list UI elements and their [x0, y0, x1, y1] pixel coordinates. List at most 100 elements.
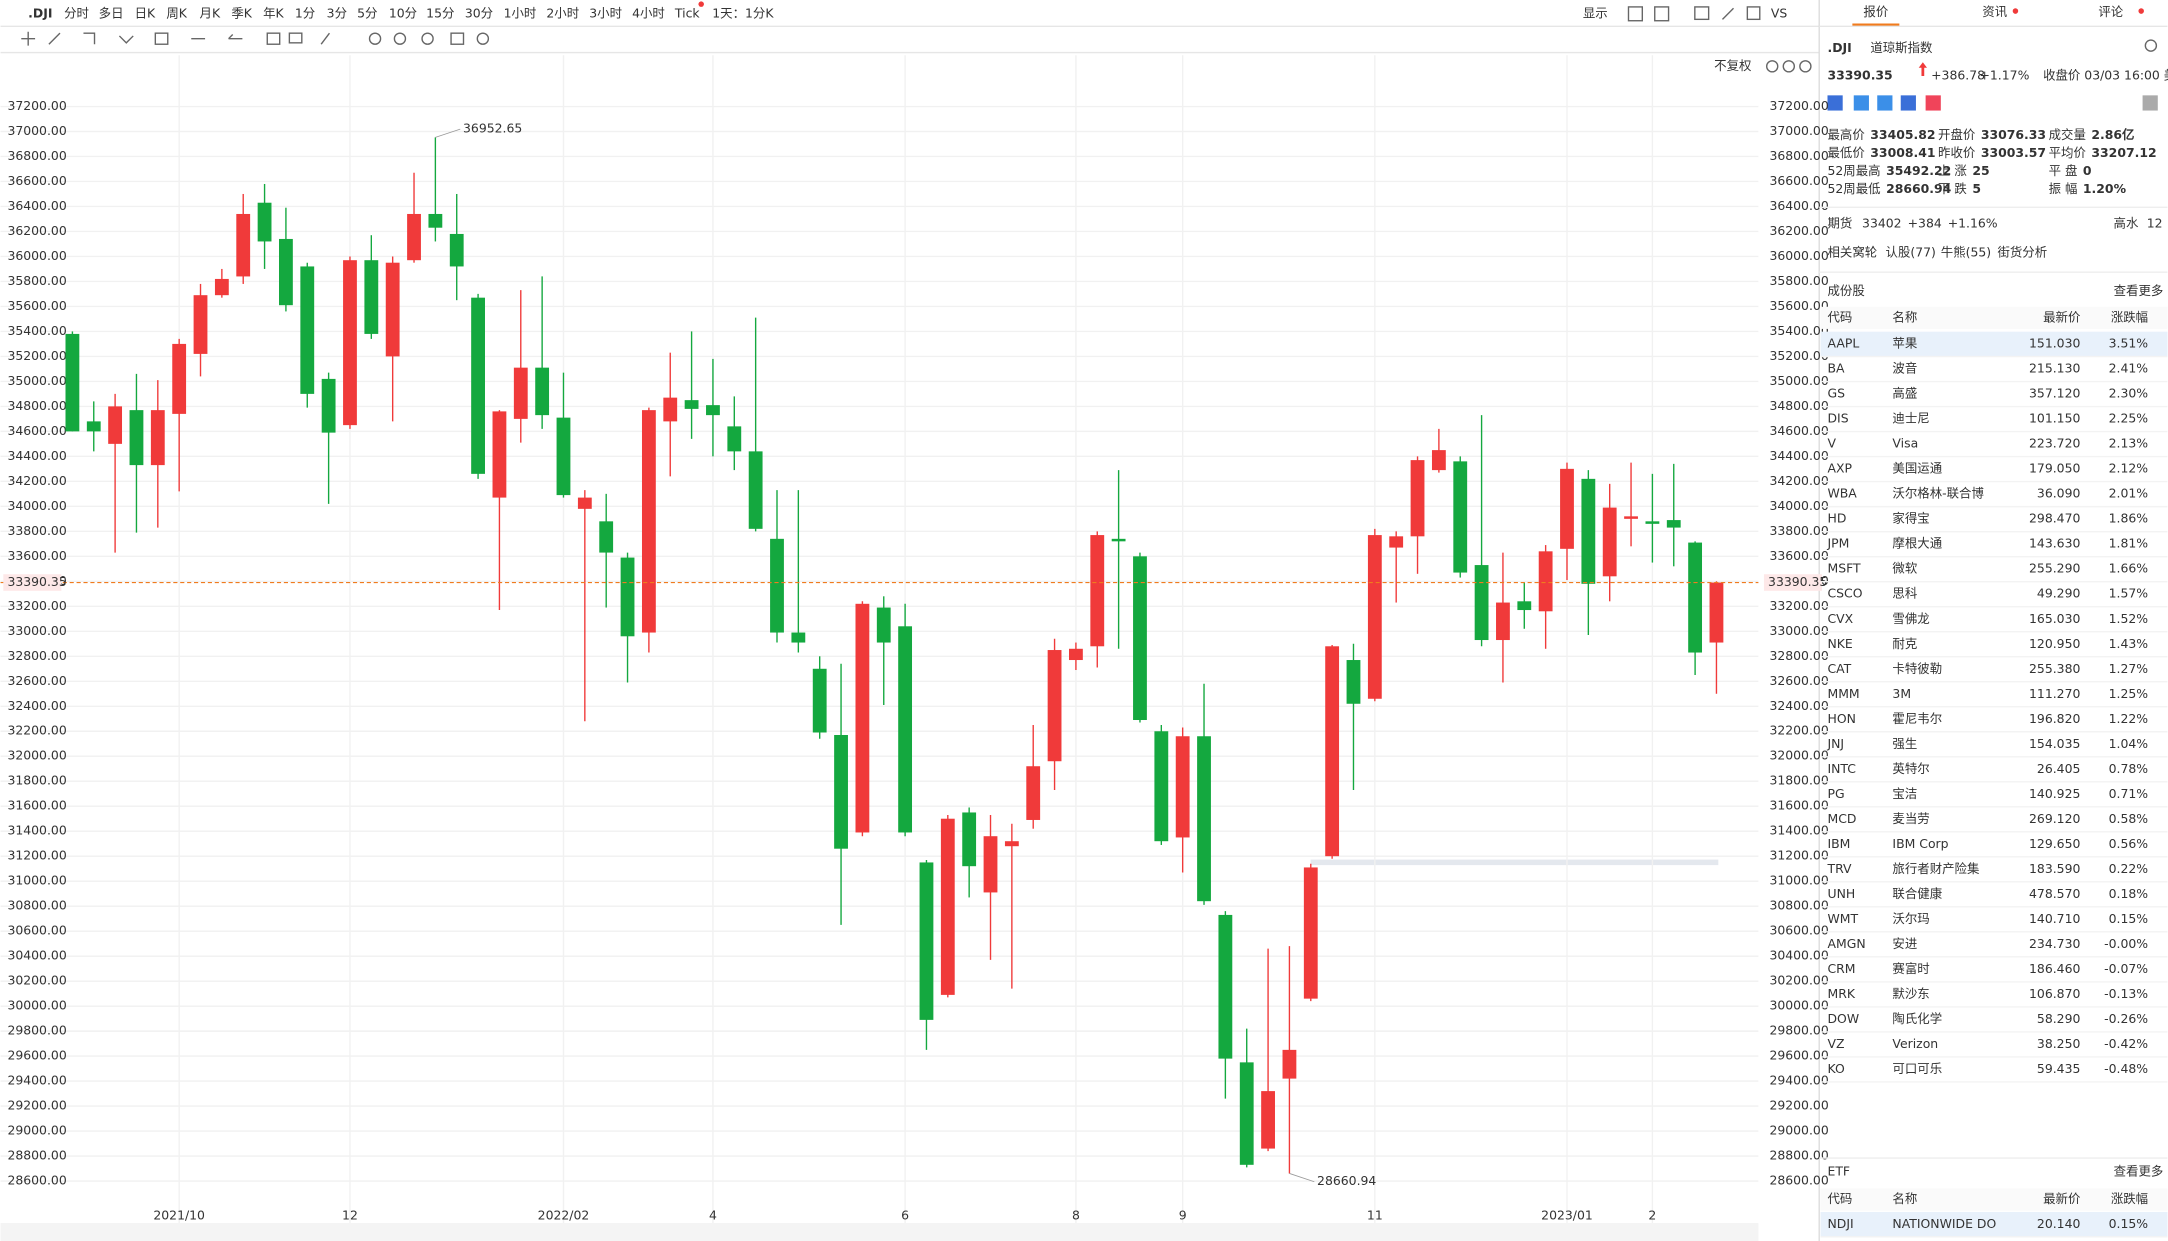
- tool-icon[interactable]: [288, 32, 303, 44]
- period-tab[interactable]: 周K: [166, 5, 187, 20]
- period-tab[interactable]: 3小时: [589, 5, 622, 20]
- period-tab[interactable]: 5分: [357, 5, 377, 20]
- tool-icon[interactable]: [476, 32, 490, 45]
- y-tick-label: 33000.00: [7, 623, 66, 638]
- period-tab[interactable]: 4小时: [632, 5, 665, 20]
- cell[interactable]: AMGN: [1827, 936, 1865, 951]
- period-tab[interactable]: 日K: [135, 5, 156, 20]
- tool-icon[interactable]: [450, 32, 465, 45]
- y-tick-label: 32200.00: [7, 723, 66, 738]
- warrant-field[interactable]: 牛熊(55): [1941, 244, 1991, 259]
- candle-body: [1346, 660, 1361, 704]
- quote-change: +386.78: [1931, 68, 1985, 83]
- cell[interactable]: JPM: [1826, 536, 1849, 551]
- interval-select[interactable]: 1天：1分K: [712, 5, 774, 20]
- y-tick-label: 30200.00: [7, 973, 66, 988]
- tool-icon[interactable]: [1799, 60, 1812, 73]
- vs-button[interactable]: VS: [1771, 5, 1787, 20]
- stat-value: 2.86亿: [2091, 127, 2134, 142]
- cell[interactable]: VZ: [1827, 1036, 1844, 1051]
- tool-icon[interactable]: [1654, 6, 1670, 22]
- candle-body: [727, 426, 742, 452]
- period-tab[interactable]: 30分: [465, 5, 493, 20]
- cell[interactable]: CVX: [1827, 611, 1853, 626]
- cell[interactable]: DIS: [1827, 411, 1848, 426]
- tool-icon[interactable]: [1694, 6, 1710, 21]
- period-tab[interactable]: 月K: [200, 5, 221, 20]
- tool-icon[interactable]: [266, 32, 281, 45]
- candle-body: [129, 410, 144, 466]
- cell: 2.13%: [2109, 436, 2149, 451]
- tool-icon[interactable]: [1746, 6, 1761, 21]
- cell[interactable]: CAT: [1827, 661, 1851, 676]
- tool-icon[interactable]: [154, 32, 169, 45]
- period-tab[interactable]: 年K: [263, 5, 284, 20]
- cell[interactable]: IBM: [1827, 836, 1850, 851]
- tool-icon[interactable]: [228, 34, 243, 40]
- cell[interactable]: HD: [1827, 511, 1846, 526]
- period-tab[interactable]: 10分: [389, 5, 417, 20]
- cell: 0.22%: [2109, 861, 2149, 876]
- cell[interactable]: NDJI: [1827, 1216, 1853, 1231]
- tool-icon[interactable]: [48, 32, 61, 45]
- cell[interactable]: CSCO: [1827, 586, 1862, 601]
- adjust-button[interactable]: 不复权: [1714, 58, 1752, 73]
- cell[interactable]: NKE: [1827, 636, 1852, 651]
- warrant-field[interactable]: 街货分析: [1997, 244, 2047, 259]
- cell[interactable]: V: [1827, 436, 1836, 451]
- cell[interactable]: UNH: [1827, 886, 1855, 901]
- settings-icon[interactable]: [2144, 39, 2158, 52]
- period-tab[interactable]: 1分: [295, 5, 315, 20]
- cell[interactable]: CRM: [1827, 961, 1855, 976]
- tool-icon[interactable]: [83, 32, 96, 45]
- period-tab[interactable]: Tick: [674, 5, 700, 20]
- period-tab[interactable]: 多日: [99, 5, 124, 20]
- warrant-field[interactable]: 认股(77): [1886, 244, 1936, 259]
- panel-tab[interactable]: 报价: [1863, 4, 1888, 19]
- cell[interactable]: AAPL: [1827, 336, 1859, 351]
- more-link[interactable]: 查看更多: [2114, 283, 2164, 298]
- tool-icon[interactable]: [320, 32, 331, 45]
- cell: 234.730: [2029, 936, 2080, 951]
- tool-icon[interactable]: [421, 32, 434, 45]
- cell[interactable]: BA: [1827, 361, 1845, 376]
- tool-icon[interactable]: [368, 32, 382, 45]
- period-tab[interactable]: 分时: [64, 5, 89, 20]
- cell[interactable]: PG: [1827, 786, 1844, 801]
- more-link[interactable]: 查看更多: [2114, 1163, 2164, 1178]
- cell: 迪士尼: [1892, 411, 1929, 426]
- tool-icon[interactable]: [1627, 6, 1644, 22]
- cell: 旅行者财产险集: [1892, 861, 1980, 876]
- display-button[interactable]: 显示: [1583, 5, 1608, 20]
- panel-tab[interactable]: 资讯: [1982, 4, 2007, 19]
- period-tab[interactable]: 2小时: [546, 5, 579, 20]
- y-tick-label: 33200.00: [7, 598, 66, 613]
- y-tick-label: 37200.00: [7, 98, 66, 113]
- tool-icon[interactable]: [393, 32, 407, 45]
- tool-icon[interactable]: [118, 35, 134, 44]
- tool-icon[interactable]: [1765, 60, 1779, 73]
- cell[interactable]: GS: [1827, 386, 1845, 401]
- cell[interactable]: WBA: [1827, 486, 1857, 501]
- period-tab[interactable]: 15分: [426, 5, 454, 20]
- cell[interactable]: KO: [1827, 1061, 1844, 1076]
- cell[interactable]: AXP: [1827, 461, 1852, 476]
- cell[interactable]: MSFT: [1827, 561, 1861, 576]
- cell[interactable]: JNJ: [1826, 736, 1844, 751]
- cell[interactable]: MRK: [1827, 986, 1855, 1001]
- tool-icon[interactable]: [1721, 7, 1735, 20]
- tool-icon[interactable]: [21, 31, 36, 46]
- period-tab[interactable]: 1小时: [504, 5, 537, 20]
- cell[interactable]: MMM: [1827, 686, 1859, 701]
- cell[interactable]: WMT: [1827, 911, 1858, 926]
- cell[interactable]: INTC: [1827, 761, 1856, 776]
- period-tab[interactable]: 3分: [327, 5, 347, 20]
- cell[interactable]: DOW: [1827, 1011, 1859, 1026]
- tool-icon[interactable]: [1782, 60, 1796, 73]
- cell[interactable]: HON: [1827, 711, 1855, 726]
- period-tab[interactable]: 季K: [231, 5, 252, 20]
- cell[interactable]: TRV: [1826, 861, 1852, 876]
- candle-body: [748, 451, 763, 529]
- cell[interactable]: MCD: [1827, 811, 1856, 826]
- panel-tab[interactable]: 评论: [2098, 4, 2123, 19]
